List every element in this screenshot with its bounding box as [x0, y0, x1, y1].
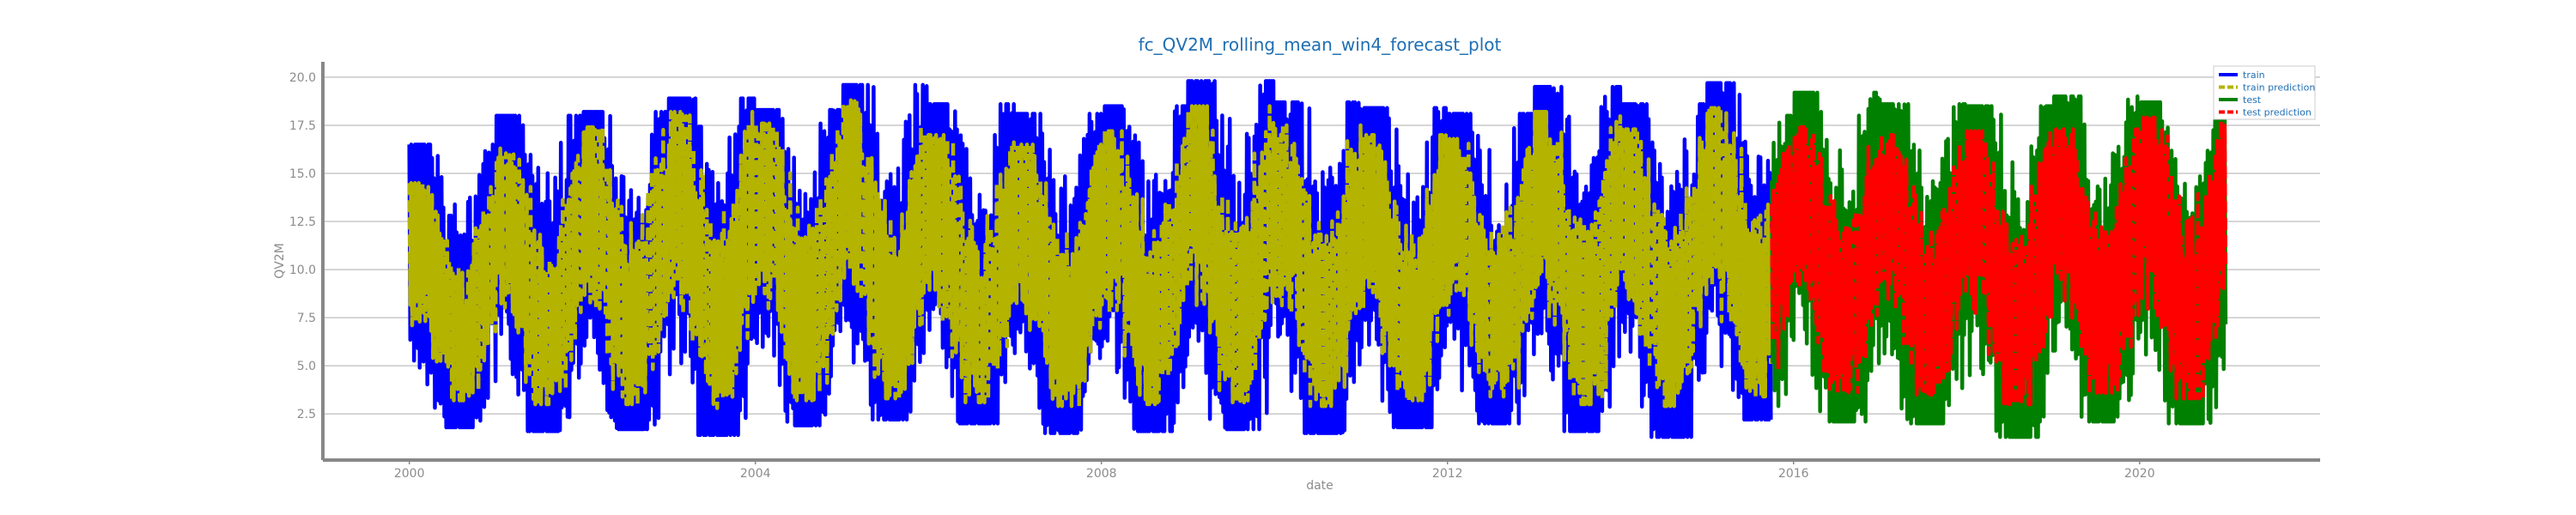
- y-axis-label: QV2M: [273, 243, 287, 279]
- y-tick-label: 17.5: [289, 119, 316, 133]
- y-tick-label: 5.0: [297, 360, 316, 373]
- legend-label: test prediction: [2243, 107, 2312, 118]
- x-tick-labels: 2000 2004 2008 2012 2016 2020: [394, 460, 2155, 481]
- y-tick-label: 12.5: [289, 215, 316, 229]
- x-tick-label: 2008: [1086, 467, 1117, 481]
- y-tick-label: 20.0: [289, 71, 316, 85]
- x-axis-label: date: [1306, 479, 1334, 493]
- x-tick-label: 2012: [1432, 467, 1463, 481]
- x-tick-label: 2004: [740, 467, 771, 481]
- legend-label: train prediction: [2243, 82, 2315, 94]
- y-tick-labels: 2.5 5.0 7.5 10.0 12.5 15.0 17.5 20.0: [289, 71, 316, 421]
- y-tick-label: 7.5: [297, 312, 316, 325]
- x-tick-label: 2020: [2124, 467, 2155, 481]
- legend-label: train: [2243, 70, 2265, 81]
- series-lines: [407, 79, 2228, 439]
- series-line-train-prediction: [407, 98, 1773, 410]
- y-tick-label: 10.0: [289, 264, 316, 277]
- series-line-test-prediction: [1770, 115, 2228, 407]
- y-tick-label: 2.5: [297, 408, 316, 421]
- x-tick-label: 2016: [1778, 467, 1809, 481]
- y-tick-label: 15.0: [289, 167, 316, 181]
- legend-label: test: [2243, 94, 2262, 106]
- x-tick-label: 2000: [394, 467, 425, 481]
- chart-title: fc_QV2M_rolling_mean_win4_forecast_plot: [1139, 34, 1502, 55]
